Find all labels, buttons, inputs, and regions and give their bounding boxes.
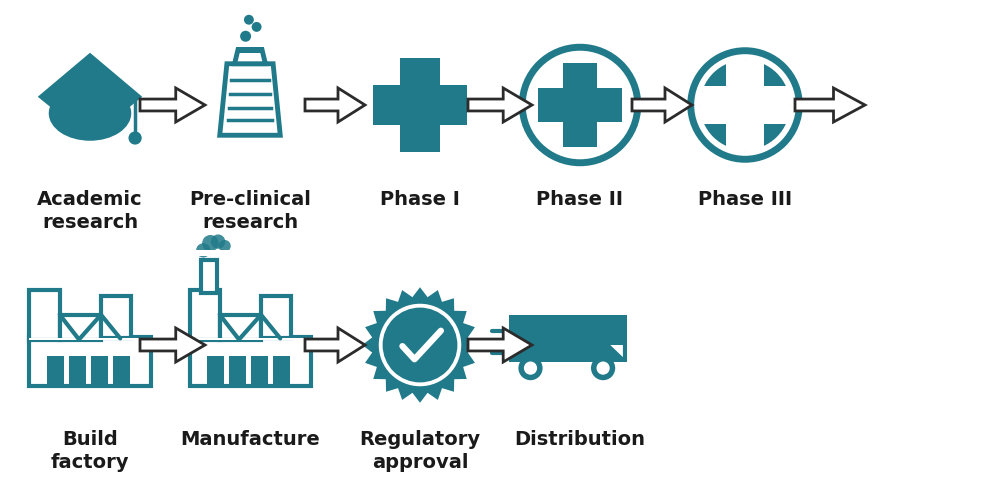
FancyBboxPatch shape bbox=[200, 260, 217, 293]
Circle shape bbox=[596, 361, 610, 375]
Circle shape bbox=[524, 361, 537, 375]
FancyBboxPatch shape bbox=[207, 356, 224, 383]
Polygon shape bbox=[373, 58, 467, 152]
Text: Regulatory
approval: Regulatory approval bbox=[359, 430, 481, 472]
Polygon shape bbox=[362, 287, 478, 403]
Polygon shape bbox=[574, 348, 627, 361]
Polygon shape bbox=[140, 328, 205, 362]
Circle shape bbox=[219, 240, 231, 252]
Circle shape bbox=[700, 60, 790, 150]
Polygon shape bbox=[700, 60, 790, 150]
Text: Phase I: Phase I bbox=[380, 190, 460, 209]
FancyBboxPatch shape bbox=[190, 338, 310, 340]
Polygon shape bbox=[538, 63, 622, 147]
Text: Manufacture: Manufacture bbox=[180, 430, 320, 449]
FancyBboxPatch shape bbox=[113, 356, 130, 383]
Polygon shape bbox=[468, 88, 532, 122]
Text: Phase III: Phase III bbox=[698, 190, 792, 209]
Circle shape bbox=[240, 31, 251, 42]
Circle shape bbox=[694, 54, 796, 156]
Circle shape bbox=[244, 15, 254, 25]
FancyBboxPatch shape bbox=[190, 337, 310, 386]
FancyBboxPatch shape bbox=[101, 296, 131, 338]
Circle shape bbox=[252, 22, 262, 32]
Circle shape bbox=[211, 234, 225, 249]
Text: Distribution: Distribution bbox=[514, 430, 646, 449]
Circle shape bbox=[128, 132, 142, 145]
Circle shape bbox=[518, 356, 543, 380]
Polygon shape bbox=[305, 328, 365, 362]
Circle shape bbox=[522, 47, 638, 163]
FancyBboxPatch shape bbox=[29, 338, 150, 340]
Polygon shape bbox=[632, 88, 692, 122]
Ellipse shape bbox=[49, 86, 131, 141]
Circle shape bbox=[687, 47, 803, 163]
FancyBboxPatch shape bbox=[273, 356, 290, 383]
Polygon shape bbox=[468, 328, 532, 362]
FancyBboxPatch shape bbox=[251, 356, 268, 383]
FancyBboxPatch shape bbox=[91, 356, 108, 383]
Polygon shape bbox=[305, 88, 365, 122]
Circle shape bbox=[591, 356, 615, 380]
FancyBboxPatch shape bbox=[47, 356, 64, 383]
Text: Pre-clinical
research: Pre-clinical research bbox=[189, 190, 311, 233]
Text: Phase II: Phase II bbox=[536, 190, 624, 209]
Polygon shape bbox=[795, 88, 865, 122]
Text: Academic
research: Academic research bbox=[37, 190, 143, 233]
Circle shape bbox=[196, 243, 210, 258]
Circle shape bbox=[379, 304, 461, 386]
FancyBboxPatch shape bbox=[60, 315, 101, 339]
Polygon shape bbox=[574, 315, 627, 361]
Text: Build
factory: Build factory bbox=[51, 430, 129, 472]
FancyBboxPatch shape bbox=[190, 290, 220, 339]
Circle shape bbox=[383, 307, 457, 382]
Polygon shape bbox=[220, 64, 280, 135]
FancyBboxPatch shape bbox=[195, 250, 231, 256]
FancyBboxPatch shape bbox=[29, 290, 60, 339]
Polygon shape bbox=[140, 88, 205, 122]
FancyBboxPatch shape bbox=[229, 356, 246, 383]
FancyBboxPatch shape bbox=[509, 315, 574, 361]
Polygon shape bbox=[577, 345, 623, 357]
Polygon shape bbox=[38, 53, 142, 139]
Polygon shape bbox=[235, 50, 265, 64]
FancyBboxPatch shape bbox=[261, 296, 291, 338]
Circle shape bbox=[202, 235, 219, 251]
FancyBboxPatch shape bbox=[29, 337, 150, 386]
FancyBboxPatch shape bbox=[220, 315, 261, 339]
FancyBboxPatch shape bbox=[69, 356, 86, 383]
FancyBboxPatch shape bbox=[236, 47, 264, 53]
